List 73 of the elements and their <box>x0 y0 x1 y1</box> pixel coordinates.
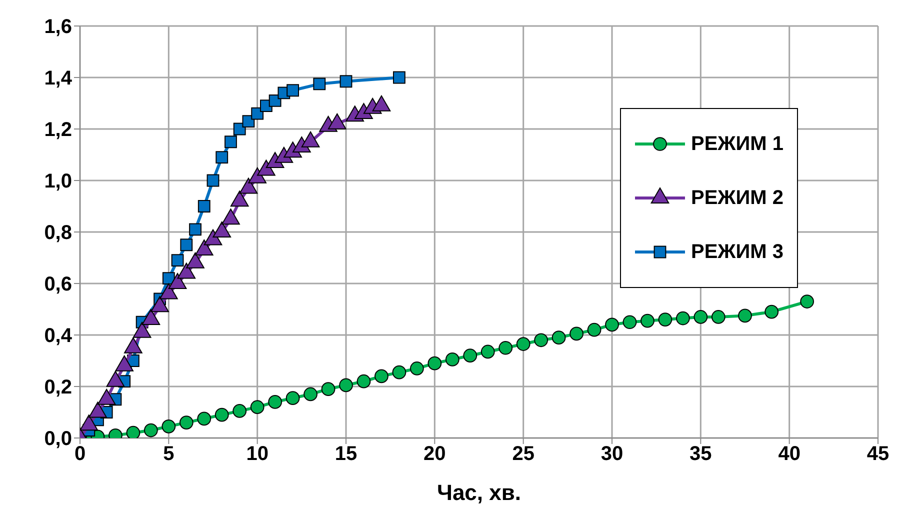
point <box>162 419 176 434</box>
point <box>180 238 193 252</box>
point <box>445 352 460 366</box>
x-tick-label: 5 <box>163 443 174 466</box>
point <box>313 78 326 90</box>
y-tick-label: 0,6 <box>44 274 72 296</box>
point <box>463 348 478 363</box>
point <box>640 314 654 328</box>
point <box>206 174 220 187</box>
point <box>534 333 548 348</box>
point <box>144 423 158 438</box>
legend-label: РЕЖИМ 3 <box>691 240 784 264</box>
y-tick-label: 1,4 <box>44 68 73 90</box>
x-tick-label: 30 <box>600 443 624 466</box>
y-tick-label: 1,2 <box>44 119 72 142</box>
point <box>179 416 194 430</box>
point <box>251 107 264 120</box>
point <box>410 362 424 376</box>
x-tick-label: 45 <box>866 443 890 466</box>
point <box>428 356 442 370</box>
point <box>198 200 210 212</box>
point <box>587 322 602 337</box>
point <box>232 404 247 418</box>
y-tick-label: 0,8 <box>44 222 72 244</box>
legend-label: РЕЖИМ 2 <box>691 186 784 210</box>
x-tick-label: 10 <box>246 443 268 466</box>
x-tick-label: 35 <box>690 443 712 466</box>
point <box>800 294 814 308</box>
point <box>676 311 690 326</box>
point <box>516 337 530 351</box>
point <box>126 426 140 438</box>
y-tick-label: 1,6 <box>44 16 72 38</box>
legend-label: РЕЖИМ 1 <box>691 132 784 156</box>
point <box>250 400 264 414</box>
point <box>286 84 299 97</box>
point <box>393 71 406 84</box>
point <box>189 223 202 236</box>
point <box>711 310 726 324</box>
y-tick-label: 1,0 <box>44 170 72 193</box>
point <box>171 254 184 267</box>
point <box>304 387 318 402</box>
y-tick-label: 0,4 <box>44 325 73 348</box>
point <box>570 326 584 341</box>
x-tick-label: 0 <box>74 443 86 466</box>
point <box>658 312 672 326</box>
x-axis-title: Час, хв. <box>436 480 522 505</box>
point <box>286 391 300 406</box>
point <box>162 272 175 285</box>
point <box>224 136 237 148</box>
point <box>268 395 282 409</box>
point <box>480 344 495 359</box>
point <box>197 412 212 426</box>
x-tick-label: 25 <box>512 443 534 466</box>
y-tick-label: 0,0 <box>44 428 72 450</box>
point <box>356 374 371 388</box>
point <box>738 308 752 323</box>
point <box>214 408 229 422</box>
point <box>392 365 406 380</box>
x-tick-label: 40 <box>778 443 800 466</box>
point <box>498 340 513 355</box>
point <box>552 330 566 344</box>
point <box>216 151 228 164</box>
point <box>339 378 353 392</box>
x-tick-label: 15 <box>334 443 358 466</box>
point <box>694 310 708 324</box>
point <box>605 318 619 332</box>
point <box>764 304 779 319</box>
point <box>340 75 352 88</box>
point <box>622 315 637 330</box>
x-tick-label: 20 <box>424 443 446 466</box>
point <box>321 382 336 396</box>
y-tick-label: 0,2 <box>44 376 72 399</box>
point <box>374 369 388 384</box>
